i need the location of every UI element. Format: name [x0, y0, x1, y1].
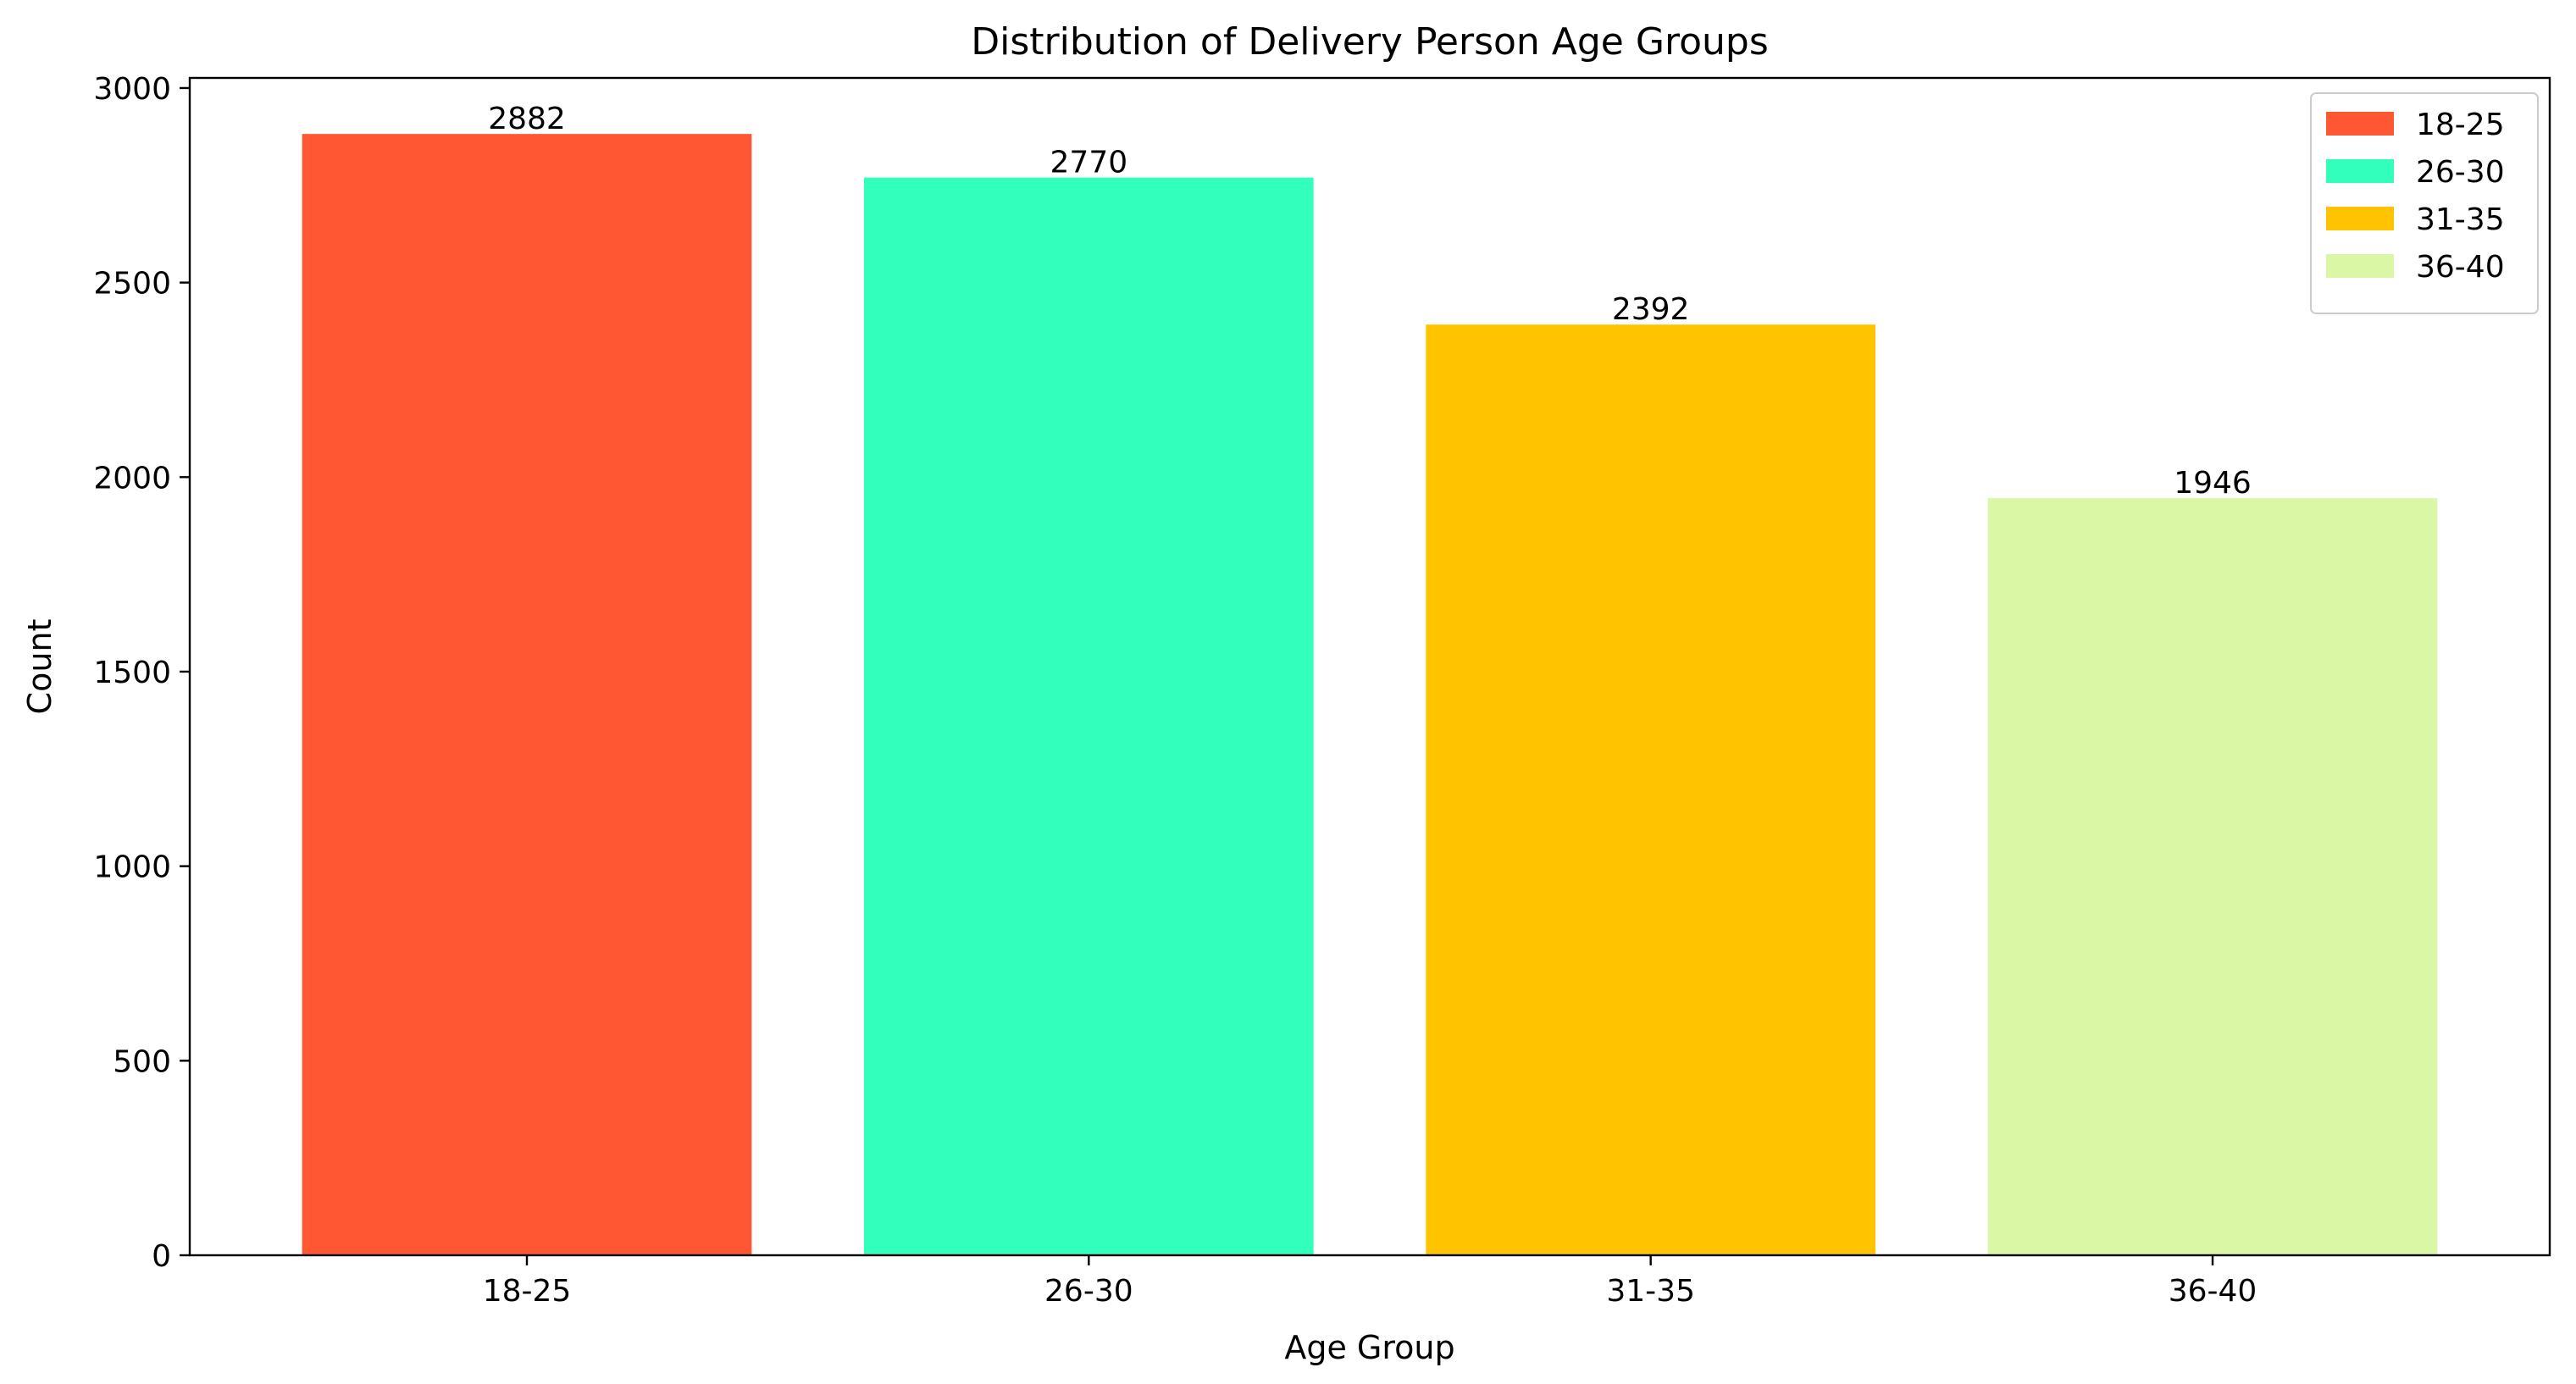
y-tick-label: 1500	[93, 656, 171, 690]
y-tick-label: 1000	[93, 850, 171, 885]
y-axis-label: Count	[21, 619, 58, 715]
bar-value-label: 2392	[1612, 292, 1690, 327]
bar-value-label: 1946	[2174, 466, 2252, 501]
bar-26-30	[864, 177, 1314, 1255]
legend-swatch	[2326, 254, 2394, 278]
bar-value-label: 2882	[488, 102, 566, 136]
y-tick-label: 500	[113, 1044, 171, 1079]
y-tick-label: 3000	[93, 72, 171, 107]
bar-36-40	[1987, 498, 2438, 1255]
legend-swatch	[2326, 112, 2394, 136]
legend-swatch	[2326, 207, 2394, 230]
plot-frame	[188, 76, 2551, 1257]
y-tick-label: 2000	[93, 461, 171, 495]
bars-layer	[302, 134, 2438, 1255]
legend-label: 36-40	[2416, 250, 2505, 285]
y-axis: 0 500 1000 1500 2000 2500 3000	[93, 72, 190, 1274]
chart-title: Distribution of Delivery Person Age Grou…	[971, 20, 1769, 64]
x-axis-label: Age Group	[1284, 1329, 1454, 1366]
bar-31-35	[1426, 324, 1875, 1255]
bar-18-25	[302, 134, 752, 1255]
x-tick-label: 26-30	[1044, 1274, 1133, 1309]
x-tick-label: 31-35	[1606, 1274, 1695, 1309]
legend[interactable]: 18-25 26-30 31-35 36-40	[2310, 92, 2539, 314]
legend-label: 18-25	[2416, 108, 2505, 142]
legend-label: 31-35	[2416, 202, 2505, 237]
bar-labels-layer: 2882 2770 2392 1946	[488, 102, 2252, 501]
x-tick-label: 18-25	[483, 1274, 572, 1309]
y-tick-label: 0	[152, 1239, 171, 1274]
bar-value-label: 2770	[1050, 146, 1128, 180]
legend-label: 26-30	[2416, 155, 2505, 190]
x-axis: 18-25 26-30 31-35 36-40	[483, 1255, 2257, 1309]
y-tick-label: 2500	[93, 267, 171, 302]
x-tick-label: 36-40	[2169, 1274, 2257, 1309]
legend-swatch	[2326, 159, 2394, 183]
